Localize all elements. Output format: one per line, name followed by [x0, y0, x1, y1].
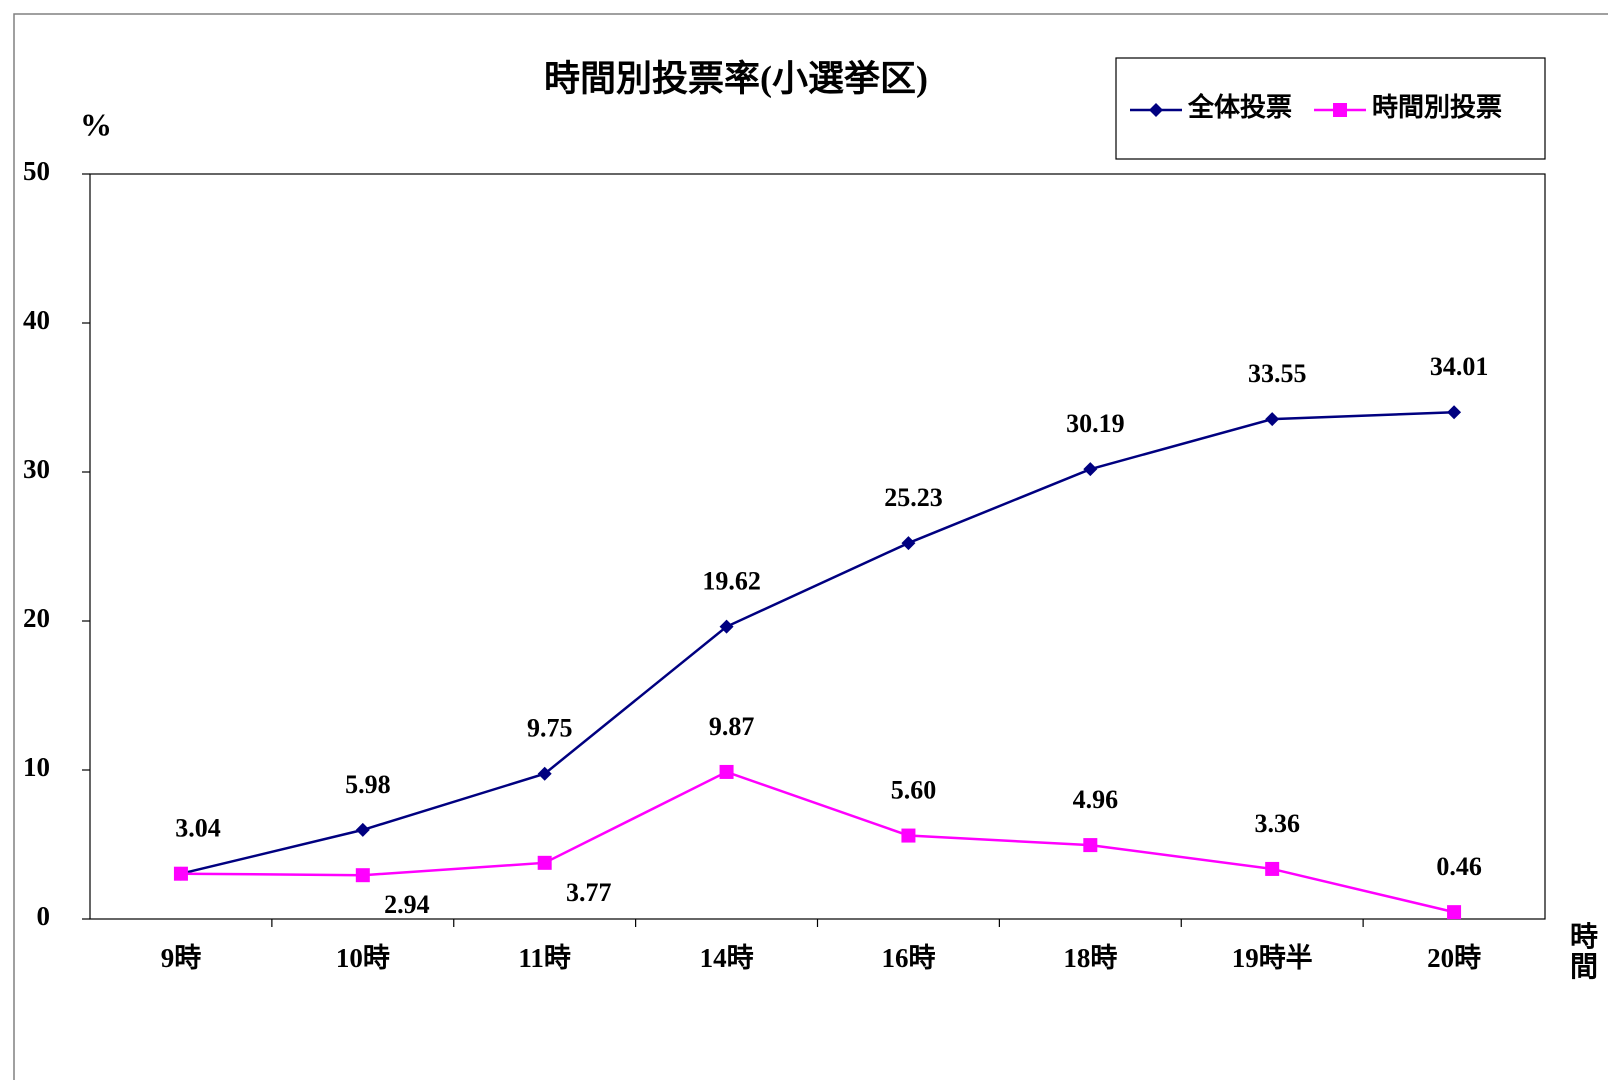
- data-point: [1265, 412, 1280, 427]
- data-label: 34.01: [1430, 352, 1489, 381]
- x-tick-label: 19時半: [1232, 943, 1313, 973]
- data-label: 4.96: [1073, 785, 1119, 814]
- data-point: [719, 764, 734, 779]
- data-point: [537, 855, 552, 870]
- data-point: [355, 822, 370, 837]
- data-label: 2.94: [384, 890, 430, 919]
- legend-label: 全体投票: [1187, 92, 1292, 122]
- x-tick-label: 9時: [161, 943, 202, 973]
- data-label: 33.55: [1248, 359, 1307, 388]
- data-label: 9.87: [709, 712, 755, 741]
- data-label: 3.77: [566, 878, 612, 907]
- data-point: [173, 866, 188, 881]
- data-point: [719, 619, 734, 634]
- data-label: 30.19: [1066, 409, 1125, 438]
- data-label: 3.36: [1254, 809, 1300, 838]
- legend-marker: [1149, 103, 1163, 117]
- x-tick-label: 11時: [518, 943, 571, 973]
- data-point: [1083, 838, 1098, 853]
- chart-title: 時間別投票率(小選挙区): [544, 58, 928, 98]
- data-point: [537, 766, 552, 781]
- y-tick-label: 40: [23, 305, 50, 335]
- y-tick-label: 50: [23, 156, 50, 186]
- legend-label: 時間別投票: [1372, 93, 1502, 122]
- data-point: [901, 536, 916, 551]
- x-tick-label: 18時: [1063, 943, 1117, 973]
- data-point: [355, 868, 370, 883]
- data-point: [1083, 462, 1098, 477]
- data-label: 19.62: [702, 567, 761, 596]
- data-point: [901, 828, 916, 843]
- data-label: 25.23: [884, 483, 943, 512]
- data-label: 5.98: [345, 770, 391, 799]
- x-tick-label: 10時: [336, 943, 390, 973]
- legend-box: [1115, 57, 1546, 160]
- legend-marker: [1333, 103, 1348, 117]
- chart-border: [13, 13, 1608, 1080]
- data-label: 9.75: [527, 714, 573, 743]
- data-label: 0.46: [1436, 852, 1482, 881]
- x-tick-label: 14時: [700, 943, 754, 973]
- y-tick-label: 20: [23, 603, 50, 633]
- plot-area: [89, 173, 1546, 920]
- data-label: 3.04: [175, 814, 221, 843]
- y-tick-label: 10: [23, 752, 50, 782]
- data-point: [1265, 861, 1280, 876]
- y-tick-label: 30: [23, 454, 50, 484]
- y-tick-label: 0: [37, 901, 51, 931]
- x-tick-label: 20時: [1427, 943, 1481, 973]
- data-label: 5.60: [891, 776, 937, 805]
- series-line: [180, 411, 1455, 875]
- x-tick-label: 16時: [881, 943, 935, 973]
- data-point: [1447, 905, 1462, 920]
- y-axis-label: %: [80, 106, 112, 142]
- x-axis-label: 時間: [1570, 921, 1598, 983]
- data-point: [1447, 405, 1462, 420]
- series-line: [180, 770, 1455, 914]
